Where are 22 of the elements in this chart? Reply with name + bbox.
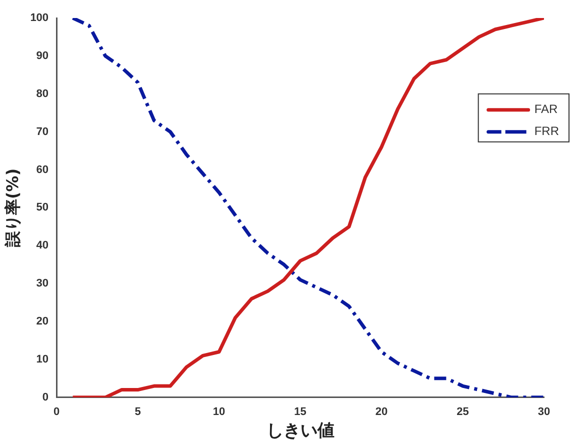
x-tick-label: 20: [375, 406, 388, 418]
y-tick-label: 80: [36, 88, 49, 100]
x-tick-label: 0: [53, 406, 60, 418]
y-tick-label: 100: [30, 12, 49, 24]
y-tick-label: 40: [36, 240, 49, 252]
x-tick-label: 30: [538, 406, 550, 418]
y-tick-label: 20: [36, 316, 49, 328]
y-tick-label: 60: [36, 164, 49, 176]
y-axis-title: 誤り率(%): [2, 168, 22, 248]
x-tick-label: 10: [212, 406, 226, 418]
legend-label: FRR: [534, 124, 560, 138]
x-axis-title: しきい値: [266, 421, 334, 442]
y-tick-label: 70: [36, 126, 49, 138]
x-tick-label: 15: [294, 406, 306, 418]
y-tick-label: 30: [36, 278, 49, 290]
y-tick-label: 50: [36, 202, 49, 214]
y-tick-label: 10: [36, 353, 49, 366]
x-tick-label: 5: [134, 406, 141, 418]
x-tick-label: 25: [456, 406, 469, 418]
legend-label: FAR: [534, 102, 558, 116]
y-tick-label: 90: [36, 50, 49, 62]
y-tick-label: 0: [42, 391, 49, 404]
